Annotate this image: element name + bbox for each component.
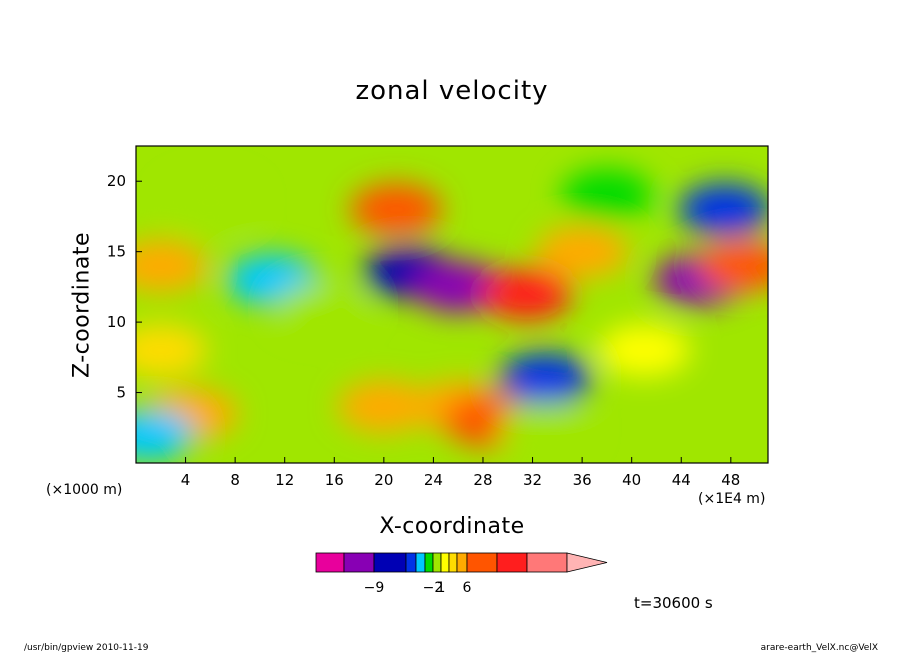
field-feature-6 [412,260,505,313]
field-feature-18 [136,408,195,461]
colorbar-label: 1 [437,580,446,596]
x-tick-label: 40 [622,471,641,489]
x-tick-label: 24 [424,471,443,489]
field-feature-12 [598,324,691,377]
field-feature-21 [560,169,653,222]
footer-left: /usr/bin/gpview 2010-11-19 [24,643,149,653]
field-feature-20 [164,176,257,229]
x-tick-label: 44 [672,471,691,489]
x-axis-label: X-coordinate [379,514,525,539]
colorbar-swatch [432,552,442,573]
field-feature-16 [136,239,207,292]
field-feature-4 [350,183,443,236]
y-tick-label: 10 [107,313,126,331]
field-feature-15 [697,239,768,292]
x-tick-label: 48 [721,471,740,489]
y-tick-label: 20 [107,172,126,190]
colorbar: −9 −21 6 [315,552,608,596]
colorbar-swatch [466,552,498,573]
x-tick-label: 32 [523,471,542,489]
y-tick-label: 15 [107,243,126,261]
time-label: t=30600 s [634,594,713,612]
colorbar-label: 6 [463,580,472,596]
colorbar-label: −2 [423,580,444,596]
x-unit-left: (×1000 m) [46,482,123,498]
chart-title: zonal velocity [355,76,549,106]
x-unit-right: (×1E4 m) [698,491,766,507]
field-feature-19 [498,401,591,454]
colorbar-swatch [526,552,568,573]
y-tick-label: 5 [116,384,126,402]
x-tick-label: 36 [573,471,592,489]
x-tick-label: 12 [275,471,294,489]
colorbar-swatch [448,552,458,573]
x-tick-label: 8 [230,471,240,489]
x-tick-label: 20 [374,471,393,489]
field-feature-3 [337,380,430,433]
field-feature-2 [275,282,368,334]
colorbar-swatch [496,552,528,573]
field-feature-10 [498,352,591,405]
colorbar-swatch [315,552,345,573]
colorbar-arrow [566,552,608,573]
colorbar-swatch [373,552,407,573]
field-feature-11 [536,225,629,278]
colorbar-swatch [456,552,468,573]
field-feature-7 [480,267,573,320]
colorbar-swatch [415,552,426,573]
x-tick-label: 28 [473,471,492,489]
field-feature-14 [678,183,768,236]
footer-right: arare-earth_VelX.nc@VelX [760,643,878,653]
x-tick-label: 4 [181,471,191,489]
x-tick-label: 16 [325,471,344,489]
colorbar-swatch [343,552,375,573]
colorbar-swatch [405,552,417,573]
plot-frame [135,145,769,464]
colorbar-label: −9 [364,580,385,596]
colorbar-swatch [424,552,434,573]
y-axis-label: Z-coordinate [69,232,95,378]
field-feature-17 [136,324,207,377]
colorbar-swatch [440,552,450,573]
